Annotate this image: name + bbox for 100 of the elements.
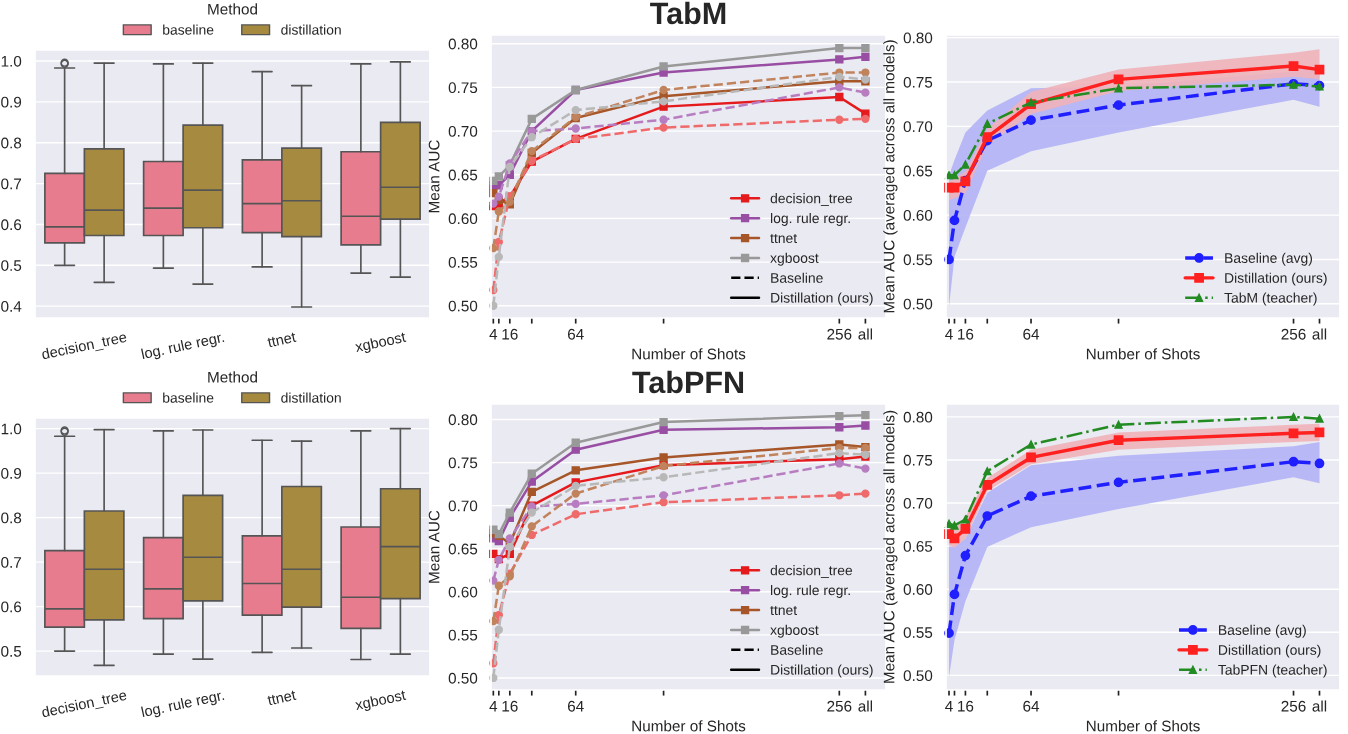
legend-label: Baseline (avg) xyxy=(1219,624,1306,638)
y-tick-label: 0.5 xyxy=(1,645,22,657)
y-tick-label: 0.60 xyxy=(448,213,478,225)
y-tick-label: 0.55 xyxy=(448,256,478,268)
y-tick-label: 0.4 xyxy=(1,301,22,312)
legend-label: ttnet xyxy=(770,233,798,244)
x-tick-label: 16 xyxy=(958,328,974,340)
legend-label: TabPFN (teacher) xyxy=(1218,664,1327,678)
y-tick-label: 0.80 xyxy=(903,411,933,423)
legend-label: Distillation (ours) xyxy=(771,664,873,678)
y-tick-label: 0.65 xyxy=(448,543,478,555)
legend-title: Method xyxy=(208,3,257,15)
y-tick-label: 0.50 xyxy=(903,670,933,682)
y-tick-label: 0.70 xyxy=(903,121,933,133)
legend-label: distillation xyxy=(281,392,341,403)
y-tick-label: 0.70 xyxy=(448,125,478,137)
x-tick-label: all xyxy=(858,700,873,712)
legend-label: Baseline (avg) xyxy=(1225,252,1312,266)
legend-label: decision_tree xyxy=(770,193,853,206)
legend-label: xgboost xyxy=(770,252,819,266)
y-tick-label: 0.80 xyxy=(448,38,478,50)
y-tick-label: 0.55 xyxy=(903,627,933,638)
y-axis-title: Mean AUC xyxy=(428,510,440,583)
y-tick-label: 0.7 xyxy=(1,178,22,190)
y-tick-label: 0.50 xyxy=(903,298,933,310)
x-tick-label: 64 xyxy=(567,700,584,712)
y-tick-label: 0.75 xyxy=(903,76,933,88)
y-axis-title: Mean AUC xyxy=(428,140,440,213)
x-tick-label: all xyxy=(1312,328,1327,340)
y-tick-label: 0.65 xyxy=(448,169,478,181)
x-tick-label: 4 xyxy=(945,328,953,340)
y-axis-title: Mean AUC (averaged across all models) xyxy=(883,410,898,683)
y-tick-label: 0.6 xyxy=(1,601,22,613)
y-tick-label: 0.5 xyxy=(1,260,22,271)
x-tick-label: 64 xyxy=(1023,700,1040,712)
y-tick-label: 0.50 xyxy=(448,300,478,312)
legend-label: distillation xyxy=(281,24,341,35)
x-tick-label: ttnet xyxy=(267,332,297,348)
y-tick-label: 0.60 xyxy=(448,586,478,598)
legend-label: log. rule regr. xyxy=(771,584,850,598)
y-tick-label: 0.65 xyxy=(903,165,933,177)
legend-label: baseline xyxy=(163,392,214,403)
y-tick-label: 0.50 xyxy=(448,672,478,684)
x-tick-label: all xyxy=(858,328,873,340)
x-tick-label: 64 xyxy=(567,328,584,340)
legend-label: xgboost xyxy=(770,624,819,638)
x-tick-label: xgboost xyxy=(354,689,407,714)
y-tick-label: 0.6 xyxy=(1,219,22,231)
x-tick-label: 256 xyxy=(1281,700,1306,712)
x-tick-label: 4 xyxy=(489,700,498,712)
chart-title: TabPFN xyxy=(632,370,744,394)
x-tick-label: 16 xyxy=(958,700,974,712)
legend-label: baseline xyxy=(163,24,214,35)
x-axis-title: Number of Shots xyxy=(632,720,746,732)
x-axis-title: Number of Shots xyxy=(632,348,746,360)
chart-title: TabM xyxy=(650,1,726,25)
x-tick-label: log. rule regr. xyxy=(141,689,225,720)
legend-label: Baseline xyxy=(771,644,823,655)
y-tick-label: 0.75 xyxy=(448,82,478,94)
legend-label: Baseline xyxy=(771,272,823,283)
x-tick-label: 64 xyxy=(1023,328,1040,340)
x-tick-label: log. rule regr. xyxy=(141,331,225,362)
legend-label: TabM (teacher) xyxy=(1224,292,1317,306)
x-tick-label: 256 xyxy=(827,700,852,712)
x-axis-title: Number of Shots xyxy=(1086,348,1200,360)
y-tick-label: 0.60 xyxy=(903,209,933,221)
y-tick-label: 0.80 xyxy=(448,414,478,426)
y-tick-label: 0.70 xyxy=(903,497,933,509)
x-tick-label: 16 xyxy=(502,700,518,712)
legend-title: Method xyxy=(208,371,257,383)
y-tick-label: 0.70 xyxy=(448,500,478,512)
legend-label: ttnet xyxy=(770,605,798,616)
x-tick-label: all xyxy=(1312,700,1327,712)
y-tick-label: 1.0 xyxy=(1,423,22,435)
x-tick-label: xgboost xyxy=(354,331,407,356)
y-tick-label: 0.9 xyxy=(1,468,22,479)
x-tick-label: 256 xyxy=(827,328,852,340)
y-tick-label: 0.9 xyxy=(1,96,22,108)
legend-label: Distillation (ours) xyxy=(1225,272,1327,286)
y-tick-label: 0.60 xyxy=(903,584,933,595)
x-axis-title: Number of Shots xyxy=(1086,720,1200,732)
y-tick-label: 0.7 xyxy=(1,556,22,568)
x-tick-label: 16 xyxy=(502,328,518,340)
y-tick-label: 0.80 xyxy=(903,32,933,44)
x-tick-label: 4 xyxy=(945,700,953,712)
y-tick-label: 0.75 xyxy=(448,457,478,469)
y-tick-label: 0.8 xyxy=(1,137,22,149)
legend-label: decision_tree xyxy=(770,565,853,578)
y-tick-label: 1.0 xyxy=(1,55,22,67)
x-tick-label: 4 xyxy=(489,328,498,340)
legend-label: log. rule regr. xyxy=(771,212,850,226)
y-tick-label: 0.55 xyxy=(448,629,478,641)
y-tick-label: 0.65 xyxy=(903,541,933,552)
y-tick-label: 0.8 xyxy=(1,512,22,524)
x-tick-label: 256 xyxy=(1281,328,1306,340)
legend-label: Distillation (ours) xyxy=(1219,644,1321,658)
x-tick-label: ttnet xyxy=(267,690,297,706)
y-tick-label: 0.75 xyxy=(903,454,933,466)
y-axis-title: Mean AUC (averaged across all models) xyxy=(883,40,898,313)
legend-label: Distillation (ours) xyxy=(771,292,873,306)
